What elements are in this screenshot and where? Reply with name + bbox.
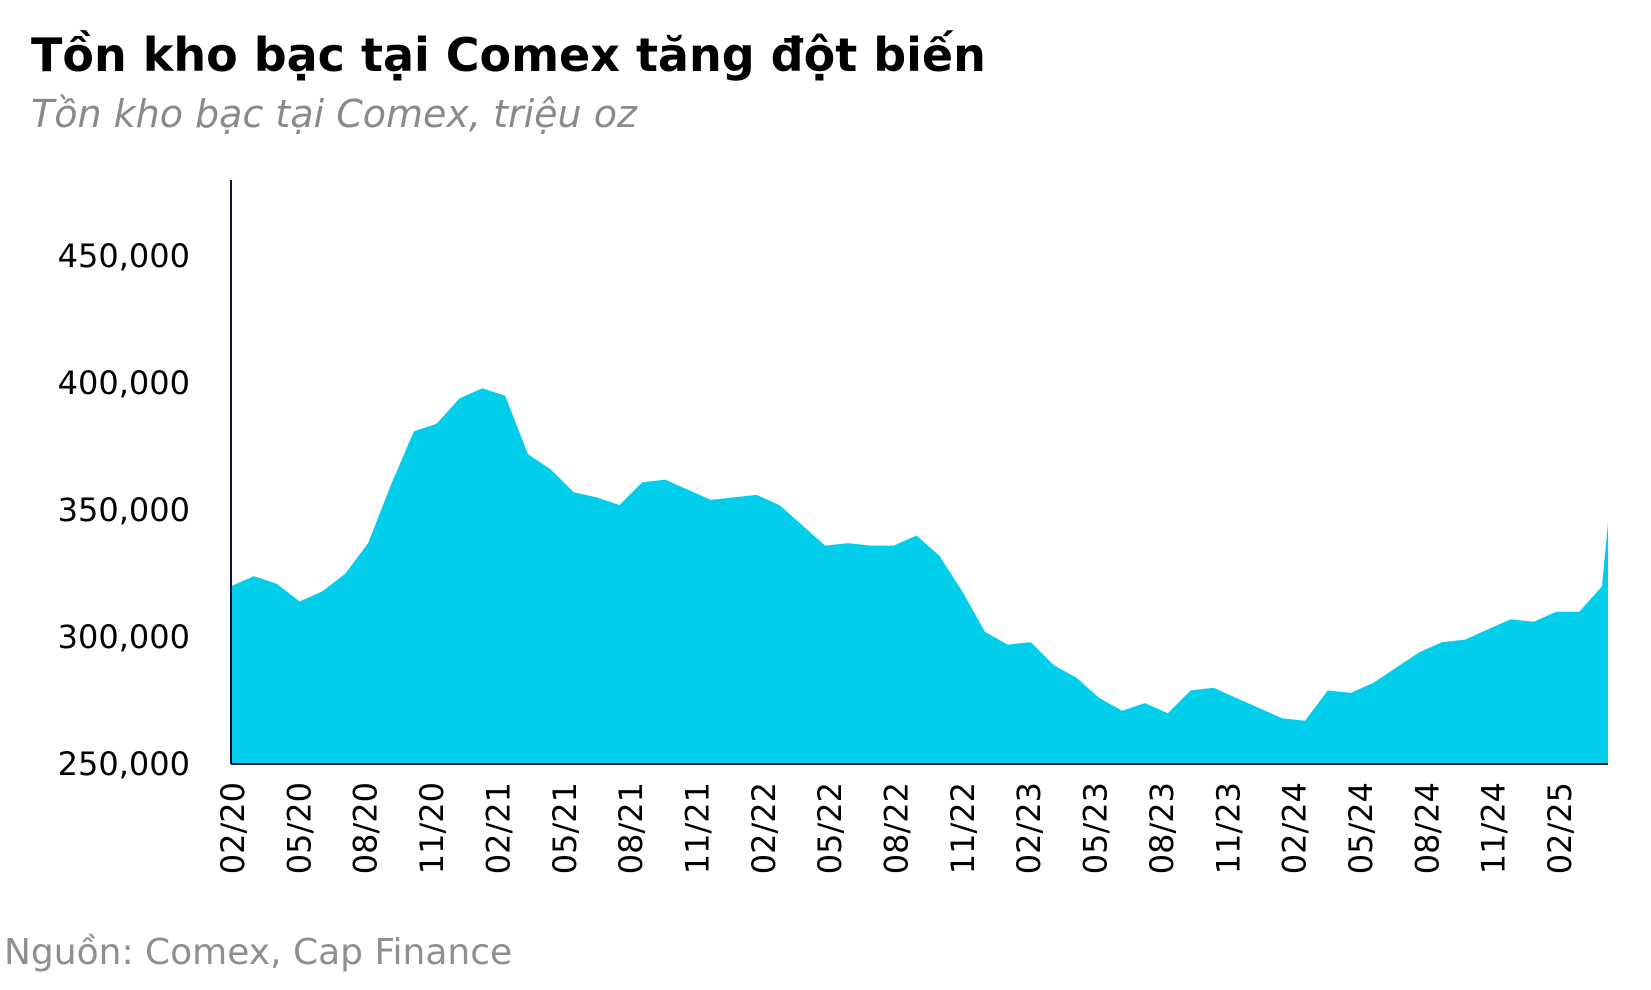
y-tick-labels: 250,000 300,000 350,000 400,000 450,000 [58, 237, 190, 783]
chart-source: Nguồn: Comex, Cap Finance [4, 932, 513, 973]
x-tick-label: 02/25 [1541, 782, 1579, 874]
y-tick-label: 300,000 [58, 618, 190, 656]
x-tick-label: 05/24 [1342, 782, 1380, 874]
x-tick-label: 11/20 [413, 782, 451, 874]
x-tick-label: 05/21 [546, 782, 584, 874]
x-tick-label: 02/24 [1276, 782, 1314, 874]
y-tick-label: 350,000 [58, 491, 190, 529]
x-tick-label: 08/21 [612, 782, 650, 874]
x-tick-label: 08/22 [878, 782, 916, 874]
x-tick-label: 02/20 [214, 782, 252, 874]
x-tick-label: 05/20 [280, 782, 318, 874]
chart-title: Tồn kho bạc tại Comex tăng đột biến [31, 28, 986, 82]
chart-subtitle: Tồn kho bạc tại Comex, triệu oz [31, 92, 637, 136]
x-tick-label: 11/24 [1475, 782, 1513, 874]
x-tick-label: 11/22 [944, 782, 982, 874]
x-tick-label: 05/23 [1077, 782, 1115, 874]
y-tick-label: 450,000 [58, 237, 190, 275]
x-tick-label: 02/23 [1010, 782, 1048, 874]
y-tick-label: 250,000 [58, 745, 190, 783]
x-tick-labels: 02/20 05/20 08/20 11/20 02/21 05/21 08/21 11/21… [214, 782, 1579, 874]
y-tick-label: 400,000 [58, 364, 190, 402]
x-tick-label: 05/22 [811, 782, 849, 874]
area-series-0 [231, 251, 1608, 765]
x-tick-label: 08/24 [1408, 782, 1446, 874]
plot-layer [231, 251, 1608, 765]
x-tick-label: 02/21 [479, 782, 517, 874]
axes-layer [230, 180, 1608, 765]
x-tick-label: 02/22 [745, 782, 783, 874]
x-tick-label: 08/20 [347, 782, 385, 874]
x-tick-label: 11/21 [678, 782, 716, 874]
x-tick-label: 08/23 [1143, 782, 1181, 874]
x-tick-label: 11/23 [1209, 782, 1247, 874]
